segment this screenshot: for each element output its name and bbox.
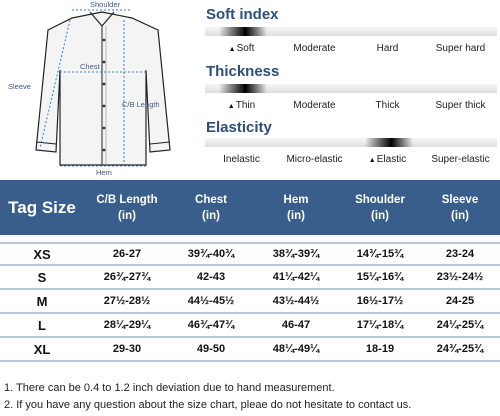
thickness-marker — [219, 84, 267, 93]
chest-cell: 42-43 — [196, 271, 226, 283]
chest-cell: 44½-45½ — [187, 295, 235, 307]
hem-cell: 38¾-39¾ — [272, 248, 320, 260]
cb-length-cell: 29-30 — [112, 343, 142, 355]
header-tag-size: Tag Size — [8, 197, 76, 217]
elasticity-option-4: Super-elastic — [431, 154, 490, 165]
soft-index-option-4: Super hard — [435, 43, 486, 54]
thickness-bar — [205, 84, 497, 93]
elasticity-option-2: Micro-elastic — [286, 154, 343, 165]
note-2: 2. If you have any question about the si… — [4, 399, 412, 411]
shirt-outline-icon — [35, 9, 171, 167]
table-row: M 27½-28½ 44½-45½ 43½-44½ 16½-17½ 24-25 — [0, 290, 500, 314]
elasticity-option-3: ▲Elastic — [368, 154, 407, 165]
sleeve-cell: 24-25 — [445, 295, 475, 307]
cb-length-cell: 26¾-27¾ — [103, 271, 151, 283]
cb-length-cell: 26-27 — [112, 248, 142, 260]
thickness-title: Thickness — [206, 63, 280, 80]
shoulder-label: Shoulder — [90, 0, 121, 9]
up-arrow-icon: ▲ — [228, 46, 236, 53]
hem-cell: 46-47 — [281, 319, 311, 331]
shoulder-cell: 14¾-15¾ — [356, 248, 404, 260]
thickness-option-4: Super thick — [435, 100, 486, 111]
table-header: Tag Size C/B Length (in) Chest (in) Hem … — [0, 180, 500, 235]
soft-index-option-2: Moderate — [293, 43, 336, 54]
header-cb-length: C/B Length (in) — [96, 193, 158, 222]
sleeve-cell: 23-24 — [445, 248, 475, 260]
fabric-scales: Soft index ▲Soft Moderate Hard Super har… — [200, 0, 500, 178]
up-arrow-icon: ▲ — [368, 157, 376, 164]
size-cell: XL — [33, 341, 51, 357]
sleeve-label: Sleeve — [8, 82, 31, 91]
soft-index-option-1: ▲Soft — [228, 43, 255, 54]
sleeve-cell: 23½-24½ — [436, 271, 484, 283]
shoulder-cell: 18-19 — [365, 343, 395, 355]
size-cell: S — [37, 269, 47, 285]
elasticity-title: Elasticity — [206, 119, 272, 136]
size-notes: 1. There can be 0.4 to 1.2 inch deviatio… — [4, 380, 411, 414]
thickness-option-3: Thick — [375, 100, 400, 111]
cb-length-cell: 27½-28½ — [103, 295, 151, 307]
hem-cell: 43½-44½ — [272, 295, 320, 307]
header-chest: Chest (in) — [195, 193, 227, 222]
elasticity-marker — [365, 138, 413, 147]
size-chart-table: Tag Size C/B Length (in) Chest (in) Hem … — [0, 180, 500, 362]
hem-cell: 41¼-42¼ — [272, 271, 320, 283]
soft-index-options: ▲Soft Moderate Hard Super hard — [205, 43, 497, 54]
soft-index-title: Soft index — [206, 6, 279, 23]
note-1: 1. There can be 0.4 to 1.2 inch deviatio… — [4, 382, 335, 394]
shoulder-cell: 16½-17½ — [356, 295, 404, 307]
chest-cell: 39¾-40¾ — [187, 248, 235, 260]
hem-label: Hem — [96, 168, 112, 177]
header-shoulder: Shoulder (in) — [355, 193, 405, 222]
thickness-options: ▲Thin Moderate Thick Super thick — [205, 100, 497, 111]
elasticity-option-1: Inelastic — [223, 154, 260, 165]
size-cell: M — [36, 293, 48, 309]
hem-cell: 48¼-49¼ — [272, 343, 320, 355]
table-row: L 28¼-29¼ 46¾-47¾ 46-47 17¼-18¼ 24¼-25¼ — [0, 314, 500, 338]
size-cell: L — [38, 317, 46, 333]
table-row: XL 29-30 49-50 48¼-49¼ 18-19 24¾-25¾ — [0, 338, 500, 362]
chest-cell: 49-50 — [196, 343, 226, 355]
shoulder-cell: 17¼-18¼ — [356, 319, 404, 331]
elasticity-bar — [205, 138, 497, 147]
size-cell: XS — [33, 246, 51, 262]
soft-index-option-3: Hard — [376, 43, 399, 54]
header-hem: Hem (in) — [283, 193, 309, 222]
cb-length-cell: 28¼-29¼ — [103, 319, 151, 331]
thickness-option-2: Moderate — [293, 100, 336, 111]
shirt-diagram: Shoulder Chest Sleeve C/B Length Hem — [0, 0, 200, 178]
table-row: S 26¾-27¾ 42-43 41¼-42¼ 15¼-16¾ 23½-24½ — [0, 266, 500, 290]
shoulder-cell: 15¼-16¾ — [356, 271, 404, 283]
sleeve-cell: 24¼-25¼ — [436, 319, 484, 331]
soft-index-bar — [205, 27, 497, 36]
thickness-option-1: ▲Thin — [227, 100, 256, 111]
soft-index-marker — [219, 27, 267, 36]
elasticity-options: Inelastic Micro-elastic ▲Elastic Super-e… — [205, 154, 497, 165]
chest-label: Chest — [80, 62, 100, 71]
cb-length-label: C/B Length — [122, 100, 160, 109]
table-body: XS 26-27 39¾-40¾ 38¾-39¾ 14¾-15¾ 23-24 S… — [0, 242, 500, 362]
up-arrow-icon: ▲ — [227, 103, 235, 110]
sleeve-cell: 24¾-25¾ — [436, 343, 484, 355]
table-row: XS 26-27 39¾-40¾ 38¾-39¾ 14¾-15¾ 23-24 — [0, 242, 500, 266]
chest-cell: 46¾-47¾ — [187, 319, 235, 331]
header-sleeve: Sleeve (in) — [441, 193, 479, 222]
